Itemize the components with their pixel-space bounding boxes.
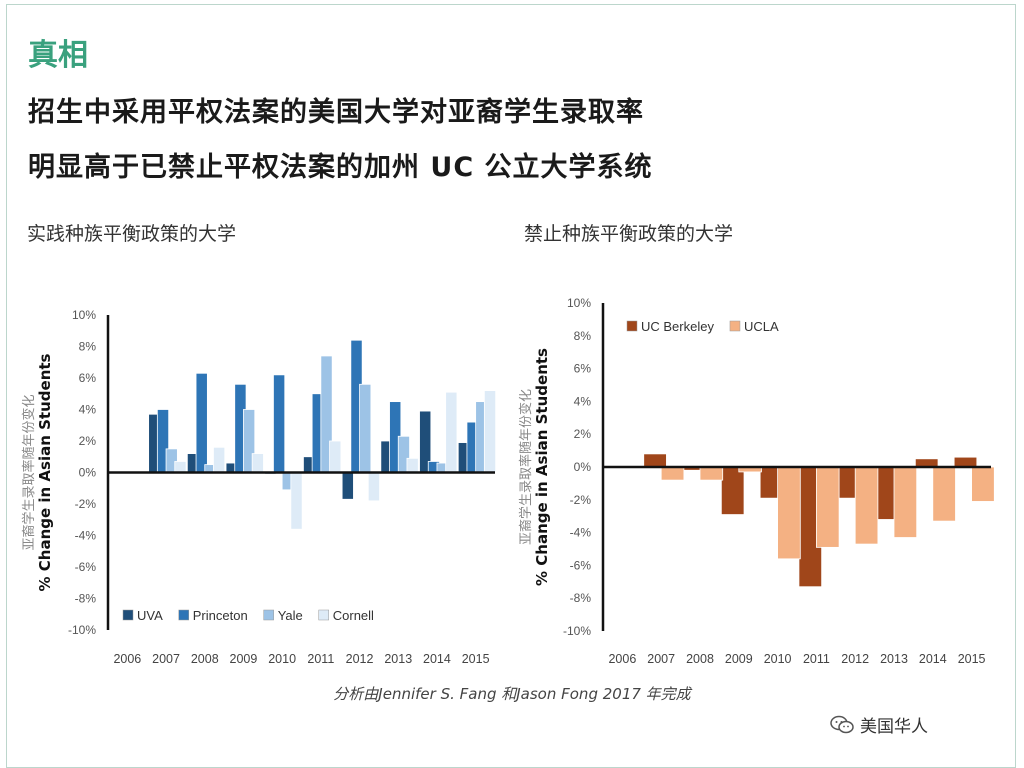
headline-line-2: 明显高于已禁止平权法案的加州 UC 公立大学系统 [28, 152, 653, 183]
y-tick-label: 8% [574, 329, 592, 343]
wechat-icon [830, 715, 854, 733]
x-tick-label: 2006 [608, 652, 636, 666]
y-tick-label: -8% [75, 592, 97, 606]
left-chart-subtitle: 实践种族平衡政策的大学 [27, 223, 237, 245]
x-tick-label: 2007 [647, 652, 675, 666]
wechat-watermark: 美国华人 [830, 712, 928, 737]
y-tick-label: 10% [72, 308, 96, 322]
x-tick-label: 2009 [230, 652, 258, 666]
x-tick-label: 2015 [462, 652, 490, 666]
x-tick-label: 2013 [880, 652, 908, 666]
x-tick-label: 2012 [346, 652, 374, 666]
legend-label-yale: Yale [278, 608, 303, 623]
legend-swatch-uc-berkeley [626, 320, 638, 332]
watermark-text: 美国华人 [860, 717, 928, 737]
bar-uva-2012 [341, 472, 354, 500]
y-axis-label: % Change in Asian Students [36, 353, 54, 591]
y-tick-label: 2% [79, 434, 97, 448]
y-tick-label: 10% [567, 296, 591, 310]
bar-cornell-2007 [174, 461, 187, 473]
x-tick-label: 2015 [958, 652, 986, 666]
x-tick-label: 2014 [919, 652, 947, 666]
bar-cornell-2015 [483, 390, 497, 473]
x-tick-label: 2007 [152, 652, 180, 666]
legend-label-uc-berkeley: UC Berkeley [641, 319, 714, 334]
legend-swatch-ucla [729, 320, 741, 332]
bar-ucla-2010 [777, 466, 801, 560]
y-tick-label: 4% [574, 394, 592, 408]
legend-swatch-cornell [318, 609, 329, 621]
legend-label-uva: UVA [137, 608, 163, 623]
y-tick-label: -2% [75, 497, 97, 511]
x-tick-label: 2006 [113, 652, 141, 666]
y-tick-label: -8% [570, 591, 592, 605]
bar-cornell-2008 [213, 446, 226, 473]
y-tick-label: -4% [570, 526, 592, 540]
bar-cornell-2009 [251, 453, 264, 473]
x-tick-label: 2013 [384, 652, 412, 666]
bar-princeton-2008 [195, 372, 208, 473]
y-axis-label-cn: 亚裔学生录取率随年份变化 [21, 394, 37, 550]
bar-uc-berkeley-2015 [953, 456, 978, 468]
bar-cornell-2012 [367, 472, 380, 502]
legend-swatch-yale [263, 609, 274, 621]
bar-uc-berkeley-2009 [720, 466, 745, 515]
y-tick-label: 2% [574, 427, 592, 441]
x-tick-label: 2008 [686, 652, 714, 666]
bar-ucla-2013 [893, 466, 918, 538]
x-tick-label: 2011 [307, 652, 334, 666]
x-tick-label: 2010 [268, 652, 296, 666]
bar-cornell-2013 [406, 457, 419, 473]
x-tick-label: 2011 [803, 652, 830, 666]
brand-title: 真相 [28, 38, 88, 73]
right-chart-subtitle: 禁止种族平衡政策的大学 [524, 223, 734, 245]
bar-ucla-2008 [699, 466, 724, 481]
x-tick-label: 2008 [191, 652, 219, 666]
x-tick-label: 2012 [841, 652, 869, 666]
y-tick-label: 0% [574, 460, 592, 474]
y-tick-label: -10% [68, 623, 96, 637]
bar-cornell-2011 [329, 440, 342, 473]
y-tick-label: 8% [79, 340, 97, 354]
legend-swatch-princeton [178, 609, 190, 621]
bar-ucla-2014 [932, 466, 956, 522]
y-tick-label: -10% [563, 624, 591, 638]
bar-ucla-2007 [660, 466, 685, 481]
legend-swatch-uva [122, 609, 134, 621]
bar-princeton-2010 [273, 374, 286, 473]
y-tick-label: -6% [75, 560, 97, 574]
legend-label-princeton: Princeton [193, 608, 248, 623]
legend-label-cornell: Cornell [333, 608, 374, 623]
y-tick-label: 0% [79, 466, 97, 480]
bar-ucla-2011 [815, 466, 840, 548]
bar-ucla-2012 [854, 466, 879, 545]
x-tick-label: 2010 [764, 652, 792, 666]
y-axis-label: % Change in Asian Students [533, 348, 551, 586]
bar-cornell-2014 [445, 391, 458, 473]
bar-uc-berkeley-2007 [643, 453, 667, 468]
analysis-credit: 分析由Jennifer S. Fang 和Jason Fong 2017 年完成 [333, 685, 691, 703]
y-tick-label: -4% [75, 529, 97, 543]
y-tick-label: -6% [570, 558, 592, 572]
y-axis-label-cn: 亚裔学生录取率随年份变化 [518, 389, 534, 545]
y-tick-label: 4% [79, 403, 97, 417]
right-bar-chart: 10% 8% 6% 4% 2% 0% -2% -4% -6% -8% -10% % Change in… [518, 296, 995, 666]
y-tick-label: -2% [570, 493, 592, 507]
headline-line-1: 招生中采用平权法案的美国大学对亚裔学生录取率 [28, 97, 644, 128]
y-tick-label: 6% [574, 362, 592, 376]
bar-yale-2012 [359, 383, 372, 473]
y-tick-label: 6% [79, 371, 97, 385]
x-tick-label: 2014 [423, 652, 451, 666]
bar-ucla-2015 [971, 466, 995, 502]
left-bar-chart: 10% 8% 6% 4% 2% 0% -2% -4% -6% -8% -10% % Change in… [21, 308, 497, 666]
legend-label-ucla: UCLA [744, 319, 779, 334]
bar-cornell-2010 [290, 472, 303, 530]
x-tick-label: 2009 [725, 652, 753, 666]
